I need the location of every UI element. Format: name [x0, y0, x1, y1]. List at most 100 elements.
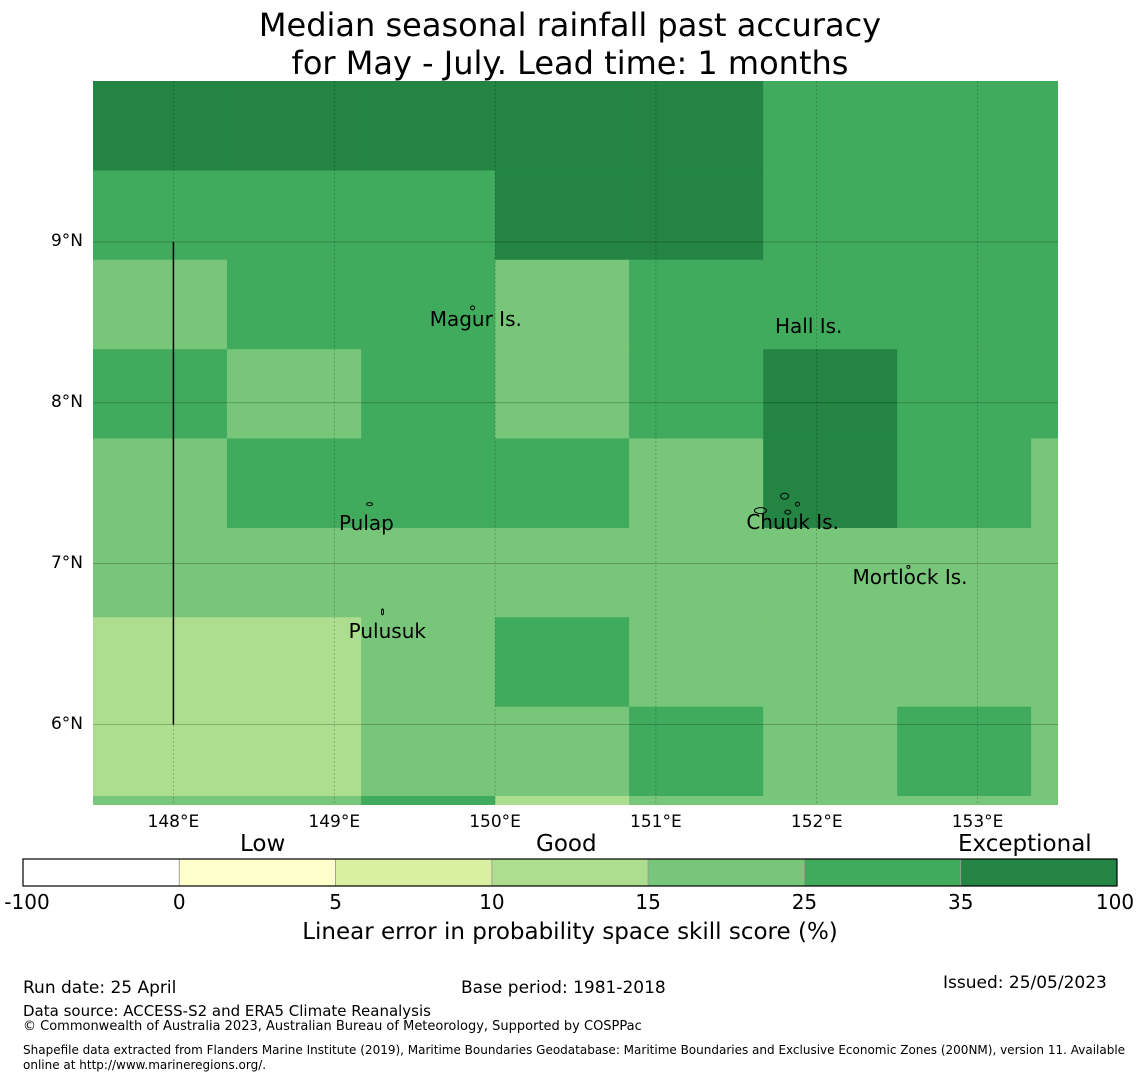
skill-cell — [361, 349, 496, 439]
skill-cell — [361, 527, 496, 618]
skill-cell — [226, 706, 362, 797]
island-outline — [794, 501, 800, 507]
colorbar-bin — [804, 858, 962, 887]
skill-cell — [897, 81, 1032, 171]
base-period: Base period: 1981-2018 — [461, 978, 666, 998]
skill-cell — [763, 349, 898, 439]
colorbar-tick-label: 0 — [172, 890, 186, 914]
skill-cell — [763, 527, 898, 618]
longitude-tick-label: 150°E — [469, 812, 521, 832]
longitude-tick-label: 148°E — [147, 812, 200, 832]
place-label: Magur Is. — [429, 307, 522, 332]
skill-cell — [629, 617, 764, 708]
skill-cell — [495, 170, 630, 261]
skill-cell — [495, 438, 630, 529]
shapefile-credit-line1: Shapefile data extracted from Flanders M… — [23, 1043, 1126, 1057]
longitude-tick-label: 152°E — [790, 812, 843, 832]
colorbar-category-good: Good — [536, 831, 597, 857]
colorbar-tick-label: 10 — [479, 890, 505, 914]
skill-cell — [629, 706, 764, 797]
colorbar-tick-label: 15 — [635, 890, 661, 914]
island-outline — [780, 492, 790, 500]
skill-cell — [629, 81, 764, 171]
skill-cell — [897, 527, 1032, 618]
skill-cell — [629, 170, 764, 261]
skill-cell — [897, 706, 1032, 797]
issued-date: Issued: 25/05/2023 — [943, 973, 1107, 993]
skill-cell — [226, 527, 362, 618]
skill-cell — [629, 527, 764, 618]
skill-cell — [763, 617, 898, 708]
skill-cell — [226, 81, 362, 171]
skill-cell — [1031, 706, 1058, 797]
latitude-tick-label: 8°N — [50, 391, 83, 412]
skill-cell — [629, 438, 764, 529]
colorbar-bin — [335, 858, 493, 887]
colorbar-bin — [960, 858, 1118, 887]
colorbar-bin — [647, 858, 805, 887]
place-label: Hall Is. — [774, 313, 843, 338]
skill-cell — [93, 438, 228, 529]
skill-cell — [1031, 795, 1058, 805]
skill-cell — [226, 349, 362, 439]
colorbar-tick-label: 25 — [791, 890, 818, 914]
colorbar-tick-label: 35 — [947, 890, 974, 914]
skill-cell — [226, 170, 362, 261]
data-source: Data source: ACCESS-S2 and ERA5 Climate … — [23, 1002, 431, 1020]
skill-cell — [495, 706, 630, 797]
place-label: Mortlock Is. — [852, 564, 968, 589]
skill-cell — [93, 706, 228, 797]
skill-cell — [1031, 527, 1058, 618]
colorbar-bin — [22, 858, 180, 887]
skill-cell — [629, 349, 764, 439]
skill-cell — [93, 617, 228, 708]
skill-cell — [763, 259, 898, 350]
skill-cell — [361, 706, 496, 797]
skill-cell — [495, 617, 630, 708]
skill-cell — [361, 438, 496, 529]
skill-cell — [226, 438, 362, 529]
island-outline — [470, 305, 476, 311]
colorbar-tick-label: -100 — [4, 890, 50, 914]
skill-cell — [93, 527, 228, 618]
skill-cell — [361, 81, 496, 171]
skill-cell — [897, 170, 1032, 261]
skill-cell — [897, 259, 1032, 350]
skill-map — [93, 81, 1058, 805]
colorbar — [22, 858, 1118, 887]
skill-cell — [361, 617, 496, 708]
skill-cell — [897, 438, 1032, 529]
skill-cell — [1031, 259, 1058, 350]
skill-cell — [226, 259, 362, 350]
skill-cell — [495, 527, 630, 618]
island-outline — [753, 507, 767, 515]
island-outline — [381, 608, 384, 616]
skill-cell — [495, 795, 630, 805]
copyright: © Commonwealth of Australia 2023, Austra… — [23, 1019, 642, 1034]
skill-cell — [93, 349, 228, 439]
skill-cell — [495, 81, 630, 171]
skill-cell — [897, 795, 1032, 805]
colorbar-label: Linear error in probability space skill … — [302, 919, 838, 945]
skill-cell — [763, 81, 898, 171]
island-outline — [906, 564, 911, 569]
colorbar-category-low: Low — [240, 831, 286, 857]
skill-cell — [1031, 170, 1058, 261]
skill-cell — [763, 170, 898, 261]
latitude-tick-label: 9°N — [50, 230, 83, 251]
skill-cell — [1031, 438, 1058, 529]
skill-cell — [93, 259, 228, 350]
skill-cell — [1031, 81, 1058, 171]
skill-cell — [763, 795, 898, 805]
longitude-tick-label: 153°E — [951, 812, 1004, 832]
island-outline — [784, 509, 792, 515]
colorbar-tick-label: 100 — [1095, 890, 1135, 914]
longitude-tick-label: 151°E — [630, 812, 682, 832]
skill-cell — [93, 795, 228, 805]
colorbar-tick-label: 5 — [329, 890, 342, 914]
skill-cell — [1031, 349, 1058, 439]
skill-cell — [897, 617, 1032, 708]
run-date: Run date: 25 April — [23, 978, 177, 998]
latitude-tick-label: 7°N — [50, 552, 83, 573]
skill-cell — [93, 81, 228, 171]
